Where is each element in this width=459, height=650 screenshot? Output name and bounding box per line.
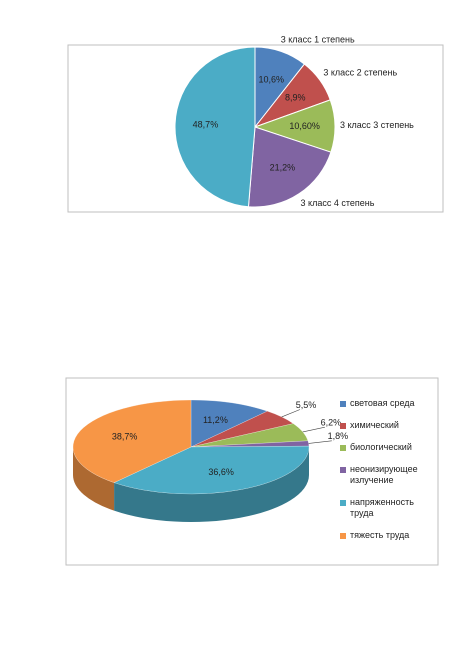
value-label: 8,9% (285, 92, 306, 102)
value-label: 5,5% (296, 400, 317, 410)
category-label: 3 класс 3 степень (340, 120, 414, 130)
legend-label: химический (350, 420, 399, 430)
chart-frame (65, 377, 439, 566)
legend-label: напряженность труда (350, 497, 414, 518)
legend-swatch (340, 467, 346, 473)
legend-item: световая среда (340, 398, 436, 409)
value-label: 48,7% (193, 119, 219, 129)
leader-line (281, 409, 301, 418)
legend-swatch (340, 500, 346, 506)
legend-label: тяжесть труда (350, 530, 410, 540)
legend-item: тяжесть труда (340, 530, 436, 541)
legend-item: химический (340, 420, 436, 431)
category-label: 3 класс 2 степень (323, 68, 397, 78)
leader-line (302, 426, 325, 433)
value-label: 10,60% (289, 121, 320, 131)
leader-line (308, 440, 332, 444)
pie-slice (190, 399, 269, 448)
legend-item: неонизирующее излучение (340, 464, 436, 486)
chart-frame (67, 44, 444, 213)
legend-item: напряженность труда (340, 497, 436, 519)
legend-swatch (340, 423, 346, 429)
pie-slice (72, 399, 192, 483)
value-label: 21,2% (270, 163, 296, 173)
value-label: 1,8% (328, 431, 349, 441)
legend-swatch (340, 401, 346, 407)
pie-slice (247, 126, 332, 208)
legend-swatch (340, 445, 346, 451)
legend-label: неонизирующее излучение (350, 464, 418, 485)
value-label: 11,2% (203, 415, 228, 425)
value-label: 38,7% (112, 432, 138, 442)
slice-side (73, 447, 115, 511)
pie-slice (113, 445, 310, 495)
category-label: 3 класс 4 степень (301, 198, 375, 208)
legend-label: биологический (350, 442, 412, 452)
slice-side (114, 447, 309, 522)
legend: световая среда химический биологический нео… (340, 398, 436, 552)
value-label: 6,2% (321, 418, 342, 428)
value-label: 10,6% (258, 74, 284, 84)
value-label: 36,6% (208, 467, 234, 477)
legend-swatch (340, 533, 346, 539)
pie-slice (174, 46, 256, 208)
legend-item: биологический (340, 442, 436, 453)
legend-label: световая среда (350, 398, 415, 408)
category-label: 3 класс 1 степень (281, 34, 355, 44)
